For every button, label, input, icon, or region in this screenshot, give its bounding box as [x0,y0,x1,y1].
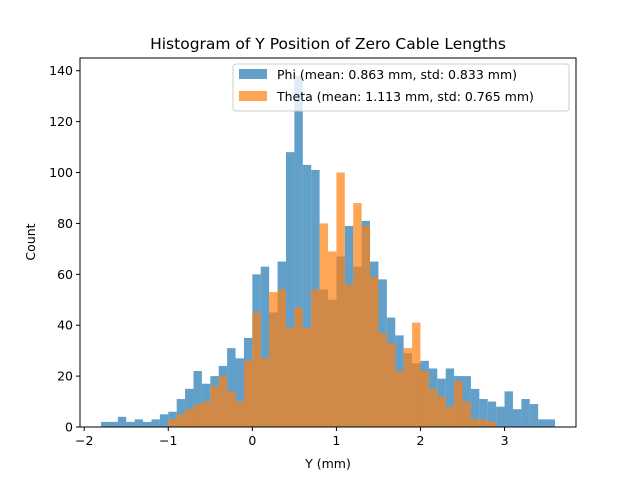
histogram-bar-phi [302,164,312,427]
legend-swatch-theta [239,91,267,101]
histogram-bar-theta [201,401,211,427]
histogram-bar-phi [143,421,152,427]
histogram-bar-theta [227,391,236,427]
histogram-bar-theta [302,327,312,427]
histogram-bar-theta [193,404,202,427]
histogram-bar-theta [344,284,354,427]
histogram-bar-theta [294,307,303,427]
histogram-bar-phi [470,388,480,427]
legend: Phi (mean: 0.863 mm, std: 0.833 mm) Thet… [232,63,570,112]
histogram-bar-phi [260,266,270,427]
axes-frame [79,57,577,428]
histogram-bar-theta [361,225,371,427]
histogram-bar-phi [159,414,169,427]
y-axis-label: Count [23,223,38,260]
y-tick-label: 80 [57,216,73,231]
histogram-bar-theta [412,322,421,427]
histogram-bar-phi [285,152,295,427]
histogram-bar-phi [538,419,547,427]
x-tick-label: 1 [332,433,340,448]
legend-label-theta: Theta (mean: 1.113 mm, std: 0.765 mm) [276,89,534,104]
legend-frame [232,63,570,112]
chart-title: Histogram of Y Position of Zero Cable Le… [150,35,506,53]
histogram-bar-theta [470,419,480,427]
histogram-bar-phi [487,401,497,427]
x-axis-ticks: −2 −1 0 1 2 3 [75,427,509,448]
histogram-bar-phi [101,421,110,427]
y-tick-label: 100 [49,165,73,180]
histogram-bar-theta [311,289,320,427]
histogram-bar-theta [260,358,270,427]
legend-swatch-phi [239,69,267,79]
histogram-bar-phi [176,399,186,427]
histogram-bar-theta [285,327,295,427]
histogram-bar-theta [454,381,463,427]
y-tick-label: 0 [65,420,73,435]
histogram-bar-theta [218,376,228,427]
histogram-bar-theta [252,312,261,427]
histogram-bar-theta [353,203,362,427]
plot-area [101,75,555,427]
histogram-bar-phi [134,419,144,427]
histogram-bar-theta [420,371,429,427]
histogram-bar-theta [378,332,387,427]
histogram-bar-phi [126,421,135,427]
legend-label-phi: Phi (mean: 0.863 mm, std: 0.833 mm) [277,67,517,82]
histogram-bar-phi [496,406,505,427]
histogram-bar-theta [462,401,471,427]
histogram-bar-phi [117,416,127,427]
histogram-bar-theta [487,421,497,427]
histogram-bar-phi [294,75,303,427]
histogram-bar-phi [529,404,539,427]
y-tick-label: 20 [57,369,73,384]
histogram-bar-phi [521,399,530,427]
histogram-bar-theta [386,343,396,427]
x-tick-label: −2 [75,433,93,448]
histogram-bar-theta [269,292,278,427]
histogram-bar-theta [370,276,379,427]
histogram-bar-theta [168,419,177,427]
histogram-bar-theta [437,396,446,427]
histogram-bar-theta [428,388,438,427]
histogram-bar-theta [277,289,286,427]
histogram-bar-phi [227,348,236,427]
histogram-bar-phi [546,419,555,427]
histogram-bar-theta [185,409,194,427]
histogram-bar-phi [235,358,244,427]
y-tick-label: 120 [49,114,73,129]
histogram-bar-theta [319,223,328,427]
y-axis-ticks: 0 20 40 60 80 100 120 140 [49,63,80,435]
y-tick-label: 60 [57,267,73,282]
theta-series-bars [168,172,497,427]
histogram-bar-phi [479,399,488,427]
histogram-bar-phi [193,371,202,427]
histogram-bar-theta [403,348,413,427]
histogram-bar-phi [109,421,118,427]
x-axis-label: Y (mm) [304,456,351,471]
histogram-bar-theta [395,371,404,427]
histogram-bar-phi [185,388,194,427]
histogram-bar-phi [512,409,522,427]
histogram-bar-phi [445,368,455,427]
histogram-bar-theta [235,401,244,427]
histogram-bar-theta [243,360,253,427]
histogram-bar-phi [168,411,177,427]
x-tick-label: 0 [248,433,256,448]
y-tick-label: 40 [57,318,73,333]
x-tick-label: −1 [159,433,177,448]
histogram-bar-theta [210,386,219,427]
histogram-bar-theta [336,172,345,427]
histogram-bar-phi [504,391,513,427]
histogram-bar-theta [445,406,455,427]
histogram-bar-theta [176,414,186,427]
histogram-bar-phi [151,419,160,427]
histogram-bar-theta [328,251,337,427]
y-tick-label: 140 [49,63,73,78]
histogram-bar-theta [479,419,488,427]
x-tick-label: 2 [416,433,424,448]
x-tick-label: 3 [501,433,509,448]
